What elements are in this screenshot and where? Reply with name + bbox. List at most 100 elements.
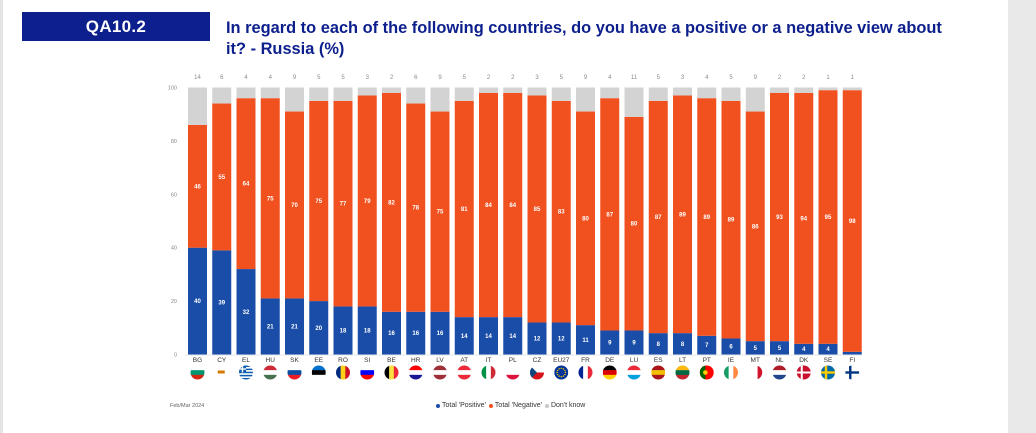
flag-icon-hu <box>263 365 278 380</box>
bar-segment-dont-know <box>794 87 814 93</box>
y-tick-label: 60 <box>171 192 177 198</box>
x-tick-label: EU27 <box>553 357 570 364</box>
flag-icon-pt <box>699 365 714 380</box>
bar-segment-positive <box>673 333 692 355</box>
bar-segment-positive <box>745 341 765 355</box>
bar-segment-positive <box>503 317 523 355</box>
data-label-positive: 5 <box>754 346 758 352</box>
data-label-dont-know: 3 <box>366 75 370 81</box>
bar-segment-negative <box>285 111 304 299</box>
x-tick-label: RO <box>338 357 348 364</box>
bar-segment-dont-know <box>333 87 353 101</box>
bar-segment-positive <box>236 269 256 355</box>
bar-segment-dont-know <box>697 87 717 99</box>
data-label-negative: 94 <box>800 216 807 222</box>
data-label-negative: 55 <box>218 175 225 181</box>
data-label-negative: 83 <box>558 210 565 216</box>
legend-item-dont-know: Don't know <box>544 402 586 409</box>
bar-segment-dont-know <box>430 87 450 112</box>
data-label-negative: 93 <box>776 215 783 221</box>
x-tick-label: BG <box>193 357 202 364</box>
bar-segment-dont-know <box>285 87 304 112</box>
bar-segment-negative <box>503 92 523 318</box>
bar-segment-negative <box>818 90 838 344</box>
data-label-dont-know: 4 <box>244 75 248 81</box>
x-tick-label: CY <box>217 357 227 364</box>
x-tick-label: DE <box>605 357 615 364</box>
data-label-positive: 14 <box>461 334 468 340</box>
bar-segment-dont-know <box>721 87 741 101</box>
bar-segment-negative <box>745 111 765 342</box>
flag-icon-eu27 <box>554 365 569 380</box>
data-label-negative: 75 <box>315 199 322 205</box>
y-tick-label: 80 <box>171 139 177 145</box>
bar-segment-dont-know <box>818 87 838 91</box>
data-label-negative: 70 <box>291 203 298 209</box>
bar-segment-negative <box>648 100 668 334</box>
data-label-positive: 32 <box>243 310 250 316</box>
data-label-dont-know: 5 <box>317 75 321 81</box>
x-tick-label: ES <box>654 357 663 364</box>
bar-segment-dont-know <box>382 87 401 93</box>
bar-segment-positive <box>794 343 814 355</box>
flag-icon-ro <box>336 365 350 380</box>
x-tick-label: PL <box>509 357 517 364</box>
data-label-positive: 8 <box>681 342 685 348</box>
data-label-negative: 89 <box>679 212 686 218</box>
data-label-dont-know: 2 <box>802 75 806 81</box>
legend-label-dont-know: Don't know <box>550 402 586 409</box>
x-tick-label: IE <box>728 357 735 364</box>
bar-segment-dont-know <box>624 87 644 117</box>
bar-segment-dont-know <box>309 87 329 101</box>
bar-segment-negative <box>212 103 232 251</box>
data-label-dont-know: 2 <box>511 75 515 81</box>
chart-legend: Total 'Positive' Total 'Negative' Don't … <box>436 402 585 409</box>
x-tick-label: DK <box>799 357 809 364</box>
data-label-positive: 14 <box>485 334 492 340</box>
data-label-dont-know: 3 <box>535 75 539 81</box>
bar-segment-dont-know <box>479 87 498 93</box>
bar-segment-positive <box>527 322 547 355</box>
bar-segment-positive <box>842 351 862 355</box>
data-label-negative: 98 <box>849 219 856 225</box>
data-label-positive: 12 <box>558 336 565 342</box>
x-tick-label: FI <box>849 357 855 364</box>
x-tick-label: HU <box>266 357 276 364</box>
x-tick-label: SI <box>364 357 370 364</box>
data-label-positive: 20 <box>315 326 322 332</box>
data-label-dont-know: 5 <box>729 75 733 81</box>
data-label-negative: 87 <box>606 212 613 218</box>
data-label-dont-know: 1 <box>851 75 855 81</box>
data-label-positive: 12 <box>534 336 541 342</box>
bar-segment-negative <box>454 100 474 318</box>
data-label-dont-know: 14 <box>194 75 201 81</box>
data-label-negative: 82 <box>388 200 395 206</box>
data-label-negative: 87 <box>655 215 662 221</box>
data-label-positive: 7 <box>705 343 709 349</box>
data-label-negative: 75 <box>437 210 444 216</box>
bar-segment-positive <box>454 317 474 355</box>
bar-segment-positive <box>188 247 207 355</box>
data-label-positive: 40 <box>194 299 201 305</box>
data-label-dont-know: 5 <box>463 75 467 81</box>
y-tick-label: 40 <box>171 246 177 252</box>
data-label-dont-know: 5 <box>560 75 564 81</box>
flag-icon-mt <box>748 365 763 380</box>
source-note: Feb/Mar 2024 <box>170 403 205 409</box>
bar-segment-negative <box>479 92 498 318</box>
flag-icon-dk <box>796 365 811 380</box>
bar-segment-positive <box>648 333 668 355</box>
bar-segment-negative <box>673 95 692 334</box>
question-code-badge: QA10.2 <box>22 12 210 41</box>
data-label-positive: 8 <box>657 342 661 348</box>
scroll-gutter <box>1008 0 1036 433</box>
x-tick-label: HR <box>411 357 421 364</box>
data-label-dont-know: 6 <box>220 75 224 81</box>
data-label-positive: 21 <box>267 324 274 330</box>
flag-icon-el <box>239 365 253 380</box>
bar-segment-negative <box>770 92 789 342</box>
bar-segment-negative <box>430 111 450 312</box>
y-tick-label: 0 <box>174 353 177 359</box>
bar-segment-positive <box>551 322 571 355</box>
